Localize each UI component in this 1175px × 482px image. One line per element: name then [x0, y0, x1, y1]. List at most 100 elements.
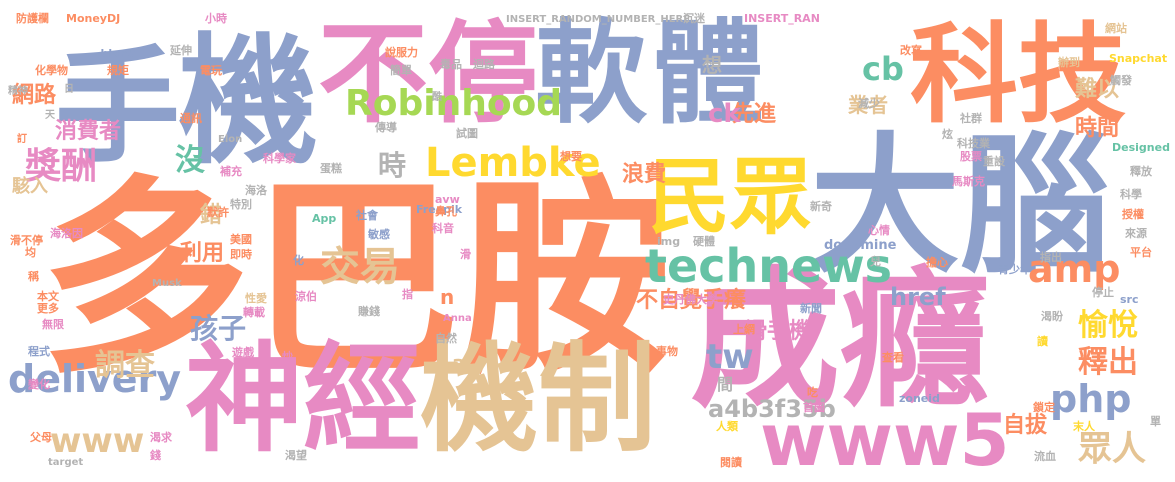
word-cloud-word: INSERT_RANDOM_NUMBER_HERE	[506, 14, 690, 25]
word-cloud-word: 訂	[17, 132, 27, 145]
word-cloud-word: 查看	[882, 350, 904, 364]
word-cloud-word: 程式	[28, 344, 50, 358]
word-cloud-word: 首圖	[803, 400, 825, 414]
word-cloud-word: 日	[64, 83, 74, 95]
word-cloud-word: 科學	[1120, 187, 1142, 201]
word-cloud-word: 小時	[204, 11, 227, 25]
word-cloud-word: 釋出	[1078, 345, 1138, 380]
word-cloud-word: www	[50, 421, 144, 461]
word-cloud-word: a	[452, 351, 466, 375]
word-cloud-word: 網站	[1105, 21, 1127, 35]
word-cloud-word: 來源	[1125, 226, 1147, 240]
word-cloud-word: 軟	[535, 9, 648, 139]
word-cloud-word: 遊戲	[232, 345, 255, 359]
word-cloud-word: 新聞	[800, 301, 822, 315]
word-cloud-word: php	[1050, 377, 1131, 421]
word-cloud-word: 民眾	[648, 150, 812, 245]
word-cloud-word: 化學物	[35, 63, 68, 77]
word-cloud-word: 科音	[432, 221, 454, 235]
word-cloud-word: 試圖	[456, 126, 478, 140]
word-cloud-word: App	[312, 212, 336, 225]
word-cloud-word: 擔心	[926, 255, 948, 269]
word-cloud-word: 自拔	[1003, 412, 1048, 438]
word-cloud-word: 神經	[185, 330, 421, 468]
word-cloud-word: 變化	[28, 377, 50, 391]
word-cloud-word: 更多	[37, 301, 59, 315]
word-cloud-word: 鼻孔	[435, 204, 457, 218]
word-cloud-word: src	[1120, 293, 1139, 306]
word-cloud-word: 事物	[656, 344, 678, 358]
word-cloud-word: INSERT_RAN	[744, 12, 820, 25]
word-cloud-word: 特別	[230, 197, 252, 211]
word-cloud-word: 沉迷	[683, 11, 706, 25]
word-cloud-word: 自然	[435, 331, 457, 345]
word-cloud-word: 防護欄	[16, 11, 49, 25]
word-cloud-word: 難以	[1075, 76, 1119, 102]
word-cloud-word: 平台	[1130, 245, 1152, 259]
word-cloud-word: 機	[178, 21, 318, 184]
word-cloud-word: MoneyDJ	[66, 12, 120, 25]
word-cloud-word: technews	[645, 239, 892, 293]
word-cloud-word: 蛋糕	[320, 161, 342, 175]
word-cloud-word: 單	[1150, 415, 1161, 428]
word-cloud-word: 錯	[200, 202, 222, 228]
word-cloud-word: 炫	[942, 127, 953, 141]
word-cloud-word: _blank	[95, 47, 135, 60]
word-cloud-word: 社會	[355, 208, 379, 222]
word-cloud-word: dopamine	[824, 238, 897, 253]
word-cloud-word: 孩子	[190, 312, 246, 345]
word-cloud-word: 股票	[960, 150, 982, 163]
word-cloud-word: 延伸	[169, 43, 192, 57]
word-cloud-word: 辦到	[1058, 55, 1080, 69]
word-cloud-word: 獎酬	[25, 146, 97, 187]
word-cloud-word: 讀	[1037, 334, 1048, 348]
word-cloud-word: 觸發	[1110, 73, 1133, 87]
word-cloud-word: 消費者	[55, 119, 121, 144]
word-cloud-word: 科學家	[263, 151, 297, 165]
word-cloud-word: 末人	[1072, 419, 1096, 433]
word-cloud-word: avw	[435, 193, 460, 206]
word-cloud-word: Snapchat	[1109, 52, 1167, 65]
word-cloud-word: 機制	[420, 330, 656, 468]
word-cloud-word: 業者	[848, 93, 888, 117]
word-cloud-word: 酷	[432, 90, 442, 103]
word-cloud-word: 科技業	[957, 136, 991, 150]
word-cloud-word: 大腦	[810, 120, 1110, 294]
word-cloud-word: 規矩	[107, 63, 129, 77]
word-cloud-word: 吃	[807, 385, 818, 399]
word-cloud-word: 馬斯克	[952, 174, 985, 188]
word-cloud-word: 多巴胺	[40, 157, 670, 402]
word-cloud-word: 渴盼	[1041, 309, 1063, 323]
word-cloud-word: 本文	[37, 289, 60, 303]
word-cloud-word: ck	[708, 99, 741, 129]
word-cloud-word: 不自覺手癢	[636, 287, 746, 313]
word-cloud-word: 迴路	[472, 57, 496, 71]
word-cloud-word: 調查	[95, 348, 155, 383]
word-cloud-word: n	[440, 285, 454, 309]
word-cloud-word: 流血	[1034, 449, 1056, 463]
word-cloud-word: 滑不停	[10, 233, 43, 247]
word-cloud-word: 授權	[1122, 207, 1144, 221]
word-cloud-word: 人類	[716, 419, 739, 433]
word-cloud-word: 沒	[175, 143, 205, 178]
word-cloud-word: 滑	[460, 247, 471, 261]
word-cloud-word: 說服力	[385, 45, 418, 59]
word-cloud-word: 簡單	[390, 63, 412, 77]
word-cloud-word: 科技	[910, 13, 1126, 138]
word-cloud-word: Elon	[218, 134, 242, 145]
word-cloud-word: 不停	[318, 10, 538, 138]
word-cloud-word: 停止	[1092, 285, 1114, 299]
word-cloud-word: 重設	[983, 154, 1006, 168]
word-cloud-word: a4b3f35b	[708, 395, 836, 423]
word-cloud-word: 社群	[959, 111, 982, 125]
word-cloud-word: 青少年	[998, 262, 1031, 276]
word-cloud-word: 時	[378, 149, 406, 182]
word-cloud-word: 減少	[858, 96, 880, 110]
word-cloud-word: 先進	[732, 102, 776, 127]
word-cloud-word: 鎖定	[1033, 400, 1055, 414]
word-cloud-word: 浪費	[622, 161, 666, 187]
word-cloud-word: amp	[1028, 247, 1120, 291]
word-cloud-word: 海洛	[245, 183, 268, 197]
